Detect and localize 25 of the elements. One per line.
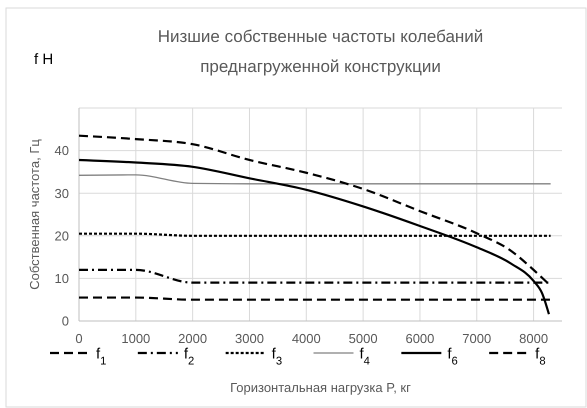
x-tick-label: 6000 (405, 331, 434, 346)
x-axis-title: Горизонтальная нагрузка P, кг (230, 380, 412, 395)
x-tick-label: 7000 (462, 331, 492, 346)
x-tick-label: 2000 (178, 331, 208, 346)
line-series (78, 174, 552, 184)
x-tick-label: 0 (75, 331, 83, 346)
y-tick-label: 30 (54, 186, 69, 201)
x-tick-label: 1000 (121, 331, 150, 346)
legend-label: f$_{2}$ (184, 345, 194, 368)
chart-title: Низшие собственные частоты колебаний преднагруженной конструкции (158, 27, 484, 76)
y-tick-label: 10 (54, 270, 69, 286)
legend-label: f$_{6}$ (447, 345, 458, 368)
x-tick-label: 4000 (292, 331, 321, 346)
x-tick-label: 8000 (519, 331, 548, 346)
y-tick-label: 40 (54, 143, 69, 158)
x-tick-label: 3000 (235, 331, 264, 346)
x-tick-label: 5000 (348, 331, 378, 346)
legend-label: f$_{1}$ (96, 345, 106, 368)
text: f H (34, 51, 54, 68)
y-tick-label: 20 (54, 228, 69, 244)
y-axis-title: Собственная частота, Гц (27, 138, 42, 290)
legend-label: f$_{4}$ (360, 345, 370, 368)
legend-label: f$_{3}$ (272, 345, 282, 368)
y-tick-label: 0 (62, 314, 69, 329)
legend-label: f$_{8}$ (535, 345, 546, 368)
